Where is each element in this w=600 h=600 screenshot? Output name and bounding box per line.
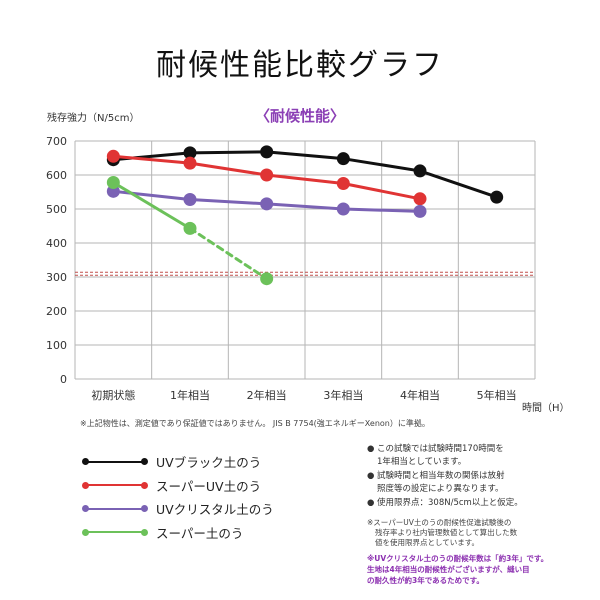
series-UVクリスタル土のう-segment [265,202,345,211]
x-axis-label: 時間（H） [522,402,570,414]
bullet-list: ● この試験では試験時間170時間を 1年相当としています。 ● 試験時間と相当年数の… [367,443,592,510]
series-スーパー土のう-segment [111,180,192,230]
x-tick-label: 3年相当 [323,388,363,402]
series-UVブラック土のう-segment [265,150,345,161]
bullet-icon: ● [367,444,375,454]
series-UVクリスタル土のう-point [336,202,350,216]
bullet-icon: ● [367,471,375,481]
chart-title: 〈耐候性能〉 [255,107,345,125]
legend-label: スーパーUV土のう [156,478,262,494]
series-スーパー土のう-segment [188,226,269,281]
legend-label: UVブラック土のう [156,455,262,471]
x-tick-label: 5年相当 [477,388,517,402]
series-UVブラック土のう-segment [341,157,422,173]
series-UVクリスタル土のう-point [413,204,427,218]
y-tick-label: 500 [46,203,67,216]
legend-item: UVブラック土のう [82,450,274,474]
page-title: 耐候性能比較グラフ [156,48,444,83]
legend-item: スーパーUV土のう [82,474,274,498]
y-tick-label: 600 [46,169,67,182]
series-UVブラック土のう-point [183,146,197,160]
series-layer [106,145,504,286]
side-notes: ● この試験では試験時間170時間を 1年相当としています。 ● 試験時間と相当年数の… [367,443,592,586]
y-tick-label: 400 [46,237,67,250]
y-tick-label: 300 [46,271,67,284]
series-UVクリスタル土のう-point [183,192,197,206]
grid-layer [74,140,536,380]
chart-annotation: ※上記物性は、測定値であり保証値ではありません。 JIS B 7754(強エネル… [80,419,430,428]
y-tick-label: 100 [46,339,67,352]
bullet-text: 使用限界点：308N/5cm以上と仮定。 [377,498,523,508]
y-tick-label: 700 [46,135,67,148]
series-スーパー土のう-point [260,272,274,286]
series-スーパーUV土のう-point [413,192,427,206]
series-UVブラック土のう-point [336,152,350,166]
series-UVブラック土のう-point [260,145,274,159]
footnote-lead: ※スーパーUV土のうの耐候性促進試験後の [367,517,512,527]
x-tick-label: 1年相当 [170,388,210,402]
x-tick-label: 2年相当 [247,388,287,402]
series-UVブラック土のう-point [490,190,504,204]
series-UVクリスタル土のう-segment [111,189,192,201]
y-axis-label: 残存強力（N/5cm） [47,111,139,124]
bullet-text: 試験時間と相当年数の関係は放射 照度等の設定により異なります。 [377,471,505,494]
series-UVブラック土のう-point [413,164,427,178]
legend-label: スーパー土のう [156,525,244,541]
series-UVブラック土のう-segment [418,169,499,199]
y-tick-label: 0 [60,373,67,386]
series-スーパーUV土のう-segment [111,154,192,165]
legend-swatch [82,504,148,514]
series-スーパーUV土のう-point [183,156,197,170]
series-スーパーUV土のう-segment [265,173,345,185]
series-スーパーUV土のう-point [336,177,350,190]
series-UVクリスタル土のう-point [260,197,274,211]
footnote: ※スーパーUV土のうの耐候性促進試験後の 残存率より社内管理数値として算出した数… [367,518,592,548]
bullet-item: ● 使用限界点：308N/5cm以上と仮定。 [367,497,592,510]
series-UVクリスタル土のう-segment [188,197,269,206]
series-スーパーUV土のう-segment [341,182,422,201]
tick-layer: 0 100 200 300 400 500 600 700 初期状態 1年相当 2年相当 3年相当 4年… [46,135,517,402]
series-スーパー土のう-point [106,175,120,189]
bullet-item: ● この試験では試験時間170時間を 1年相当としています。 [367,443,592,468]
crystal-lifetime-note: ※UVクリスタル土のうの耐候年数は「約3年」です。 生地は4年相当の耐候性がござ… [367,553,549,585]
series-UVブラック土のう-segment [188,150,269,155]
bullet-item: ● 試験時間と相当年数の関係は放射 照度等の設定により異なります。 [367,470,592,495]
series-スーパーUV土のう-point [106,149,120,163]
series-スーパーUV土のう-segment [188,161,269,177]
series-UVクリスタル土のう-segment [341,207,422,213]
series-スーパー土のう-point [183,221,197,235]
y-tick-label: 200 [46,305,67,318]
legend-label: UVクリスタル土のう [156,502,274,518]
legend-swatch [82,480,148,490]
legend-item: UVクリスタル土のう [82,497,274,521]
footnote-lines: 残存率より社内管理数値として算出した数 値を使用限界点としています。 [375,527,518,547]
threshold-layer [75,271,535,276]
series-スーパーUV土のう-point [260,168,274,182]
bullet-icon: ● [367,498,375,508]
legend: UVブラック土のう スーパーUV土のう UVクリスタル土のう スーパー土のう [82,450,274,544]
x-tick-label: 初期状態 [91,388,135,402]
legend-item: スーパー土のう [82,521,274,545]
legend-swatch [82,457,148,467]
legend-swatch [82,527,148,537]
bullet-text: この試験では試験時間170時間を 1年相当としています。 [377,444,504,467]
x-tick-label: 4年相当 [400,388,440,402]
